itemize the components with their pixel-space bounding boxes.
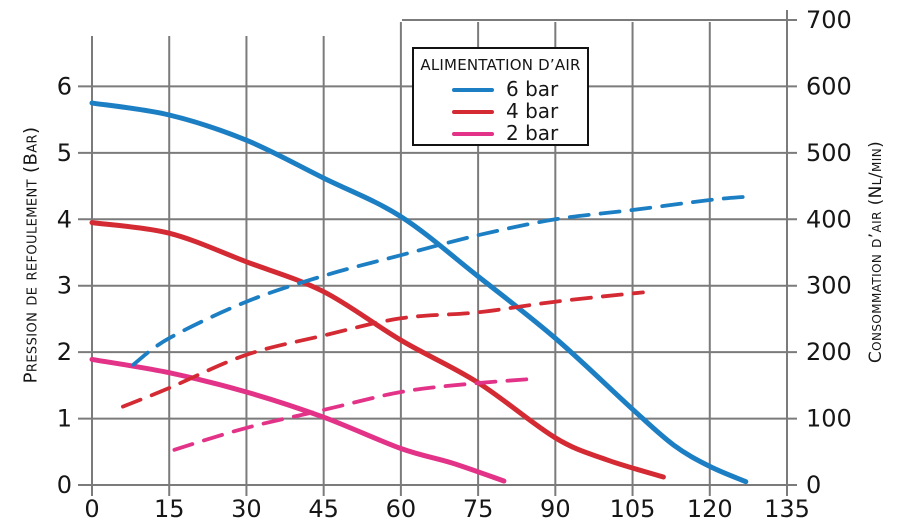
series-curve-5 xyxy=(172,376,537,452)
y-left-tick-label-4: 4 xyxy=(57,205,72,233)
series-curve-2 xyxy=(89,356,507,484)
legend-label-2bar: 2 bar xyxy=(506,121,559,145)
legend-item-2bar: 2 bar xyxy=(452,123,587,144)
y-left-tick-label-1: 1 xyxy=(57,405,72,433)
x-tick-label-0: 0 xyxy=(84,495,99,523)
y-right-tick-label-600: 600 xyxy=(806,72,852,100)
y-right-tick-label-100: 100 xyxy=(806,405,852,433)
right-axis-title: Consommation d’air (Nl/min) xyxy=(866,140,886,364)
x-tick-label-30: 30 xyxy=(231,495,262,523)
legend: ALIMENTATION D’AIR 6 bar 4 bar 2 bar xyxy=(412,47,589,146)
y-right-tick-label-400: 400 xyxy=(806,205,852,233)
y-left-tick-label-5: 5 xyxy=(57,139,72,167)
y-left-tick-label-6: 6 xyxy=(57,72,72,100)
y-right-tick-label-200: 200 xyxy=(806,338,852,366)
y-left-tick-label-0: 0 xyxy=(57,471,72,499)
y-left-tick-label-2: 2 xyxy=(57,338,72,366)
y-right-tick-label-0: 0 xyxy=(806,471,821,499)
series-curve-4 xyxy=(120,290,645,409)
y-right-tick-label-300: 300 xyxy=(806,272,852,300)
series-curve-1 xyxy=(89,220,666,480)
legend-item-6bar: 6 bar xyxy=(452,79,587,100)
y-right-tick-label-500: 500 xyxy=(806,139,852,167)
x-tick-label-60: 60 xyxy=(386,495,417,523)
x-tick-label-135: 135 xyxy=(764,495,810,523)
series-curve-3 xyxy=(131,194,748,367)
legend-swatch-6bar xyxy=(452,87,494,92)
legend-swatch-2bar xyxy=(452,131,494,136)
x-tick-label-105: 105 xyxy=(610,495,656,523)
y-left-tick-label-3: 3 xyxy=(57,272,72,300)
legend-item-4bar: 4 bar xyxy=(452,101,587,122)
x-tick-label-45: 45 xyxy=(308,495,339,523)
x-tick-label-90: 90 xyxy=(540,495,571,523)
legend-label-4bar: 4 bar xyxy=(506,99,559,123)
x-tick-label-120: 120 xyxy=(687,495,733,523)
x-tick-label-75: 75 xyxy=(463,495,494,523)
legend-label-6bar: 6 bar xyxy=(506,77,559,101)
left-axis-title: Pression de refoulement (Bar) xyxy=(20,126,42,384)
series-curve-0 xyxy=(89,100,749,485)
legend-swatch-4bar xyxy=(452,109,494,114)
y-right-tick-label-700: 700 xyxy=(806,6,852,34)
x-tick-label-15: 15 xyxy=(154,495,185,523)
legend-title: ALIMENTATION D’AIR xyxy=(420,56,581,74)
